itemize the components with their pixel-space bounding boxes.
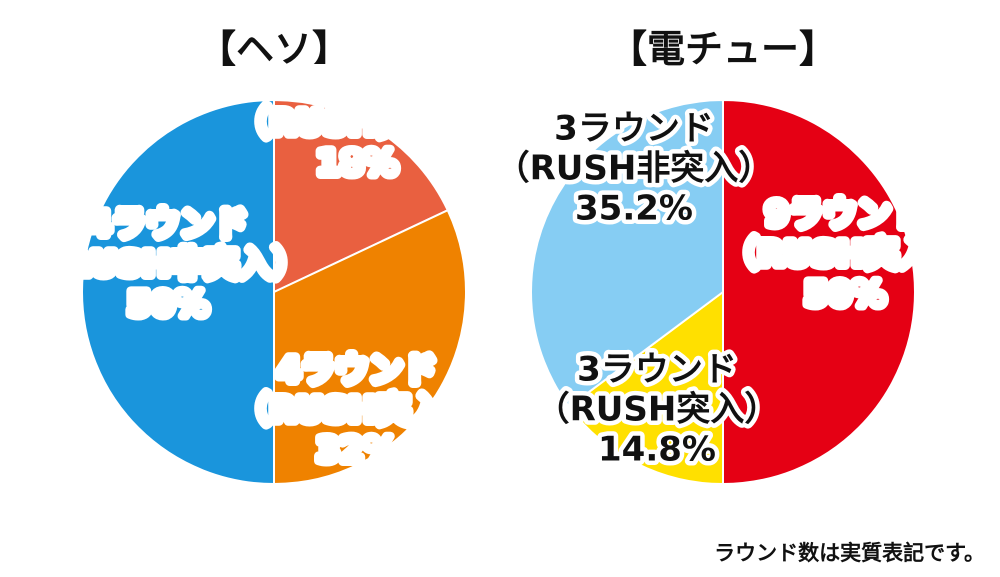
pie1-slice-1-label-pct_label: 14.8%: [598, 430, 716, 470]
pie1-slice-2-label-line2: （RUSH非突入）: [496, 149, 773, 189]
pie0-slice-0: [273, 98, 450, 294]
pie1-slice-1-label-line2: （RUSH突入）: [536, 390, 779, 430]
pie0-slice-2-label-line2: （RUSH非突入）: [30, 245, 307, 285]
pie-heso: [81, 98, 467, 486]
pie0-slice-1: [273, 208, 467, 486]
pie1-slice-2-label-pct_label: 35.2%: [575, 189, 693, 229]
pie0-slice-1-label-pct_label: 32%: [316, 431, 397, 471]
pie-denchu: [530, 98, 916, 486]
labels-denchu: 9ラウンド（RUSH突入）50%3ラウンド（RUSH突入）14.8%3ラウンド（…: [491, 104, 971, 474]
pie0-slice-0-label-pct_label: 18%: [316, 144, 397, 184]
pie1-slice-2-label-line1: 3ラウンド: [554, 109, 714, 149]
pie1-slice-2: [530, 98, 724, 409]
pie1-slice-0-label-pct_label: 50%: [804, 275, 885, 315]
pie1-slice-0-label-line2: （RUSH突入）: [724, 235, 967, 275]
pie0-slice-1-label-line1: 4ラウンド: [277, 351, 437, 391]
footnote: ラウンド数は実質表記です。: [714, 541, 985, 565]
pie0-slice-2: [81, 98, 275, 486]
pie0-slice-2-label-pct_label: 50%: [127, 285, 208, 325]
pie0-slice-0-label-line2: （RUSH突入）: [236, 104, 479, 144]
pie0-slice-2-label-line1: 4ラウンド: [88, 205, 248, 245]
pie1-slice-1: [567, 290, 724, 486]
chart-title-denchu: 【電チュー】: [609, 27, 837, 71]
pie1-slice-0: [722, 98, 916, 486]
pie0-slice-0-label-line1: 5ラウンド: [277, 64, 437, 104]
chart-title-heso: 【ヘソ】: [198, 27, 350, 71]
labels-heso: 5ラウンド（RUSH突入）18%4ラウンド（RUSH突入）32%4ラウンド（RU…: [25, 59, 483, 475]
pie0-slice-1-label-line2: （RUSH突入）: [236, 391, 479, 431]
pie1-slice-1-label-line1: 3ラウンド: [577, 350, 737, 390]
pie1-slice-0-label-line1: 9ラウンド: [765, 195, 925, 235]
